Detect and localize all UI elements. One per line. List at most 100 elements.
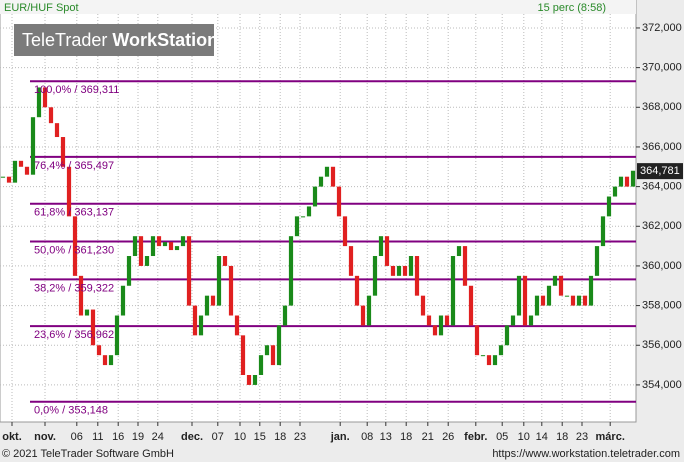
candle <box>144 256 150 266</box>
candle <box>84 309 90 316</box>
x-tick-label: 18 <box>556 431 568 443</box>
candle <box>606 196 612 217</box>
candle <box>96 345 102 356</box>
candle <box>594 246 600 276</box>
x-tick-label: 16 <box>112 431 124 443</box>
x-tick-label: 26 <box>442 431 454 443</box>
candle <box>78 275 84 316</box>
y-tick-label: 360,000 <box>642 260 682 272</box>
candle <box>318 176 324 187</box>
chart-title: EUR/HUF Spot <box>4 2 79 14</box>
candle <box>492 355 498 366</box>
candle <box>90 309 96 346</box>
fib-level-label: 23,6% / 356,962 <box>34 329 114 341</box>
candle <box>528 315 534 326</box>
candle <box>114 315 120 356</box>
candle <box>192 305 198 336</box>
candle <box>186 236 192 306</box>
candle <box>294 216 300 237</box>
candle <box>210 295 216 306</box>
x-tick-label: 19 <box>132 431 144 443</box>
x-tick-label: 11 <box>92 431 103 443</box>
candle <box>180 236 186 247</box>
candle <box>36 87 42 118</box>
candle <box>120 285 126 316</box>
fib-level-label: 100,0% / 369,311 <box>34 84 119 96</box>
candle <box>630 170 636 187</box>
candle <box>228 265 234 316</box>
candle <box>396 265 402 276</box>
last-price-label: 364,781 <box>640 165 680 177</box>
x-tick-label: 06 <box>71 431 83 443</box>
candle <box>72 216 78 276</box>
candle <box>234 315 240 336</box>
header-bar <box>0 0 636 14</box>
y-tick-label: 372,000 <box>642 22 682 34</box>
candle <box>510 315 516 326</box>
candle <box>498 345 504 356</box>
plot-area <box>0 0 637 423</box>
candle <box>312 186 318 207</box>
fib-level-label: 76,4% / 365,497 <box>34 160 114 172</box>
candle <box>600 216 606 247</box>
candle <box>198 315 204 336</box>
candle <box>414 256 420 296</box>
x-tick-label: dec. <box>181 431 203 443</box>
candle <box>432 325 438 336</box>
x-tick-label: 21 <box>422 431 434 443</box>
y-tick-label: 362,000 <box>642 220 682 232</box>
candle <box>348 246 354 276</box>
fib-level-label: 38,2% / 359,322 <box>34 282 114 294</box>
candle <box>330 166 336 187</box>
logo: TeleTrader WorkStation <box>22 30 218 50</box>
candle <box>12 160 18 183</box>
candle <box>564 295 570 297</box>
candle <box>588 275 594 306</box>
x-tick-label: 07 <box>212 431 224 443</box>
chart-subtitle: 15 perc (8:58) <box>538 2 606 14</box>
candle <box>48 107 54 124</box>
x-tick-label: 24 <box>152 431 164 443</box>
candle <box>54 123 60 138</box>
candle <box>150 236 156 257</box>
candle <box>24 166 30 175</box>
x-tick-label: 23 <box>576 431 588 443</box>
candle <box>270 345 276 366</box>
x-tick-label: 10 <box>518 431 530 443</box>
candle <box>486 355 492 366</box>
candle <box>138 236 144 266</box>
candle <box>336 186 342 217</box>
x-tick-label: nov. <box>34 431 56 443</box>
candle <box>462 246 468 286</box>
candle <box>540 295 546 306</box>
candle <box>0 176 6 178</box>
candle <box>42 87 48 108</box>
candle <box>30 117 36 175</box>
candle <box>426 315 432 326</box>
fib-level-label: 0,0% / 353,148 <box>34 405 108 417</box>
candle <box>288 236 294 306</box>
candle <box>612 186 618 197</box>
candle <box>60 137 66 167</box>
candle <box>324 166 330 177</box>
candle <box>480 355 486 357</box>
x-tick-label: márc. <box>596 431 625 443</box>
candle <box>342 216 348 247</box>
candle <box>252 375 258 385</box>
footer-left: © 2021 TeleTrader Software GmbH <box>2 448 174 460</box>
candle <box>108 355 114 366</box>
candle <box>402 265 408 276</box>
candle <box>408 256 414 276</box>
y-tick-label: 358,000 <box>642 299 682 311</box>
candle <box>504 325 510 346</box>
candle <box>18 160 24 167</box>
last-price-box <box>637 163 683 180</box>
candle <box>546 285 552 306</box>
candle <box>534 295 540 316</box>
candle <box>438 315 444 336</box>
logo-box <box>14 24 214 56</box>
candle <box>384 236 390 266</box>
x-tick-label: 08 <box>361 431 373 443</box>
candle <box>378 236 384 257</box>
